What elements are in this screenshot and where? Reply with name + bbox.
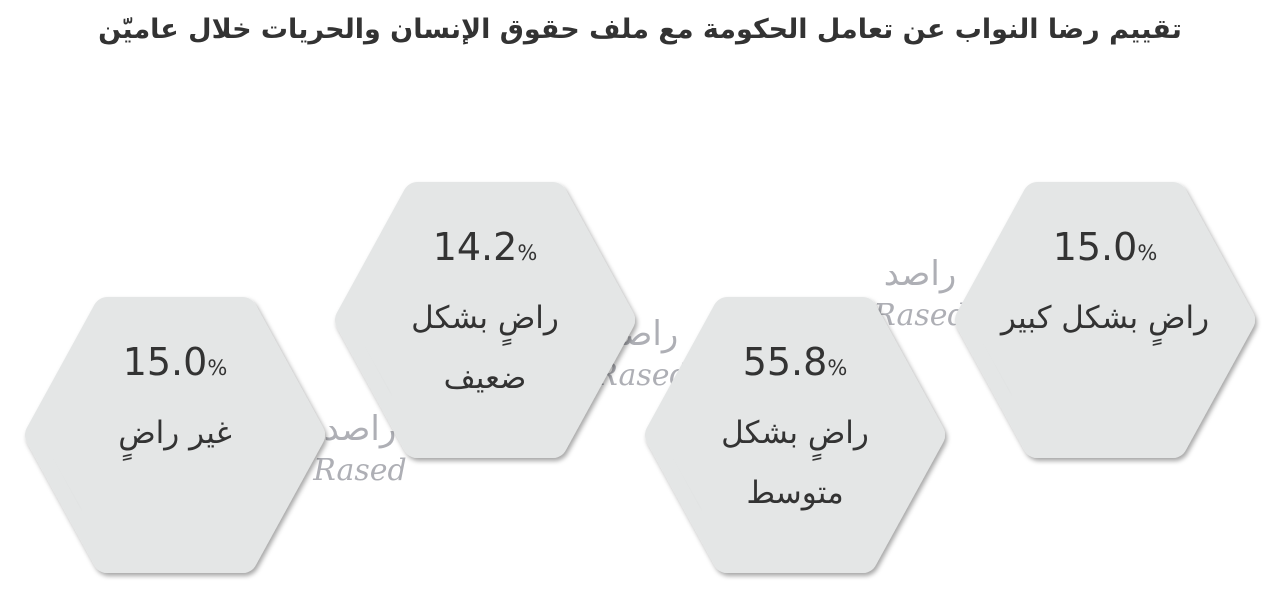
category-label: راضٍ بشكل ضعيف bbox=[411, 300, 559, 396]
value-label: 14.2% bbox=[433, 225, 538, 269]
category-label: راضٍ بشكل متوسط bbox=[721, 415, 869, 511]
hexagon-shape bbox=[335, 182, 635, 458]
value-number: 15.0 bbox=[123, 340, 208, 384]
category-label: راضٍ بشكل كبير bbox=[1000, 300, 1210, 336]
hexagon-shape bbox=[25, 297, 325, 573]
category-label: غير راضٍ bbox=[118, 415, 232, 451]
value-label: 15.0% bbox=[1053, 225, 1158, 269]
chart-title: تقييم رضا النواب عن تعامل الحكومة مع ملف… bbox=[98, 14, 1182, 45]
value-number: 15.0 bbox=[1053, 225, 1138, 269]
value-unit: % bbox=[827, 356, 847, 380]
value-unit: % bbox=[517, 241, 537, 265]
watermark-latin: Rased bbox=[872, 298, 967, 333]
watermark-arabic: راصد bbox=[324, 409, 397, 449]
value-unit: % bbox=[207, 356, 227, 380]
value-label: 55.8% bbox=[743, 340, 848, 384]
watermark-arabic: راصد bbox=[884, 254, 957, 294]
value-number: 14.2 bbox=[433, 225, 518, 269]
hexagon-shape bbox=[645, 297, 945, 573]
value-label: 15.0% bbox=[123, 340, 228, 384]
value-unit: % bbox=[1137, 241, 1157, 265]
value-number: 55.8 bbox=[743, 340, 828, 384]
hexagon-shape bbox=[955, 182, 1255, 458]
watermark-latin: Rased bbox=[312, 453, 407, 488]
